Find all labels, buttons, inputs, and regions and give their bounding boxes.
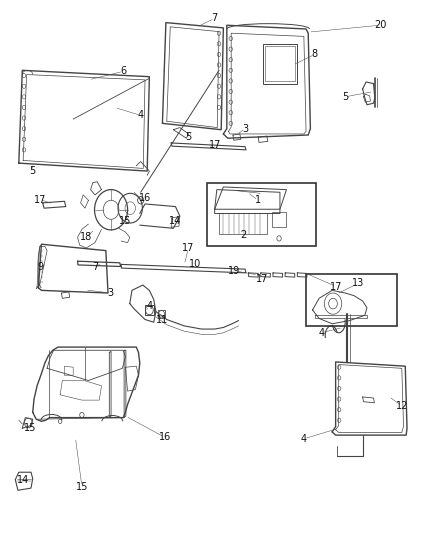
- Text: 15: 15: [119, 216, 131, 227]
- Text: 16: 16: [139, 192, 151, 203]
- Text: 4: 4: [301, 434, 307, 444]
- Text: 1: 1: [255, 195, 261, 205]
- Text: 3: 3: [107, 288, 113, 298]
- Text: 15: 15: [24, 423, 36, 433]
- Bar: [306, 274, 397, 326]
- Bar: [265, 46, 295, 81]
- Text: 14: 14: [170, 216, 182, 227]
- Text: 8: 8: [312, 50, 318, 59]
- Text: 17: 17: [34, 195, 47, 205]
- Text: 5: 5: [185, 132, 192, 142]
- Text: 18: 18: [80, 232, 92, 242]
- Bar: [145, 305, 154, 316]
- Text: 6: 6: [120, 67, 126, 76]
- Text: 11: 11: [156, 314, 169, 325]
- Text: 9: 9: [38, 262, 44, 271]
- Text: 10: 10: [189, 259, 201, 269]
- Text: 13: 13: [352, 278, 364, 288]
- Bar: [207, 183, 316, 246]
- Text: 17: 17: [208, 140, 221, 150]
- Text: 17: 17: [182, 243, 195, 253]
- Text: 4: 4: [318, 328, 325, 338]
- Text: 20: 20: [374, 20, 386, 30]
- Bar: [158, 310, 165, 318]
- Text: 17: 17: [256, 274, 268, 284]
- Bar: [219, 214, 267, 233]
- Text: 7: 7: [212, 13, 218, 23]
- Text: 4: 4: [146, 301, 152, 311]
- Text: 17: 17: [330, 281, 343, 292]
- Bar: [262, 44, 297, 84]
- Text: 12: 12: [396, 401, 408, 411]
- Text: 14: 14: [17, 475, 29, 484]
- Bar: [272, 212, 286, 227]
- Text: 7: 7: [92, 262, 98, 271]
- Text: 16: 16: [159, 432, 171, 442]
- Text: 19: 19: [228, 266, 240, 276]
- Text: 15: 15: [76, 481, 88, 491]
- Text: 5: 5: [342, 92, 348, 102]
- Text: 3: 3: [242, 124, 248, 134]
- Text: 5: 5: [29, 166, 35, 176]
- Text: 4: 4: [138, 110, 144, 120]
- Text: 2: 2: [240, 230, 246, 240]
